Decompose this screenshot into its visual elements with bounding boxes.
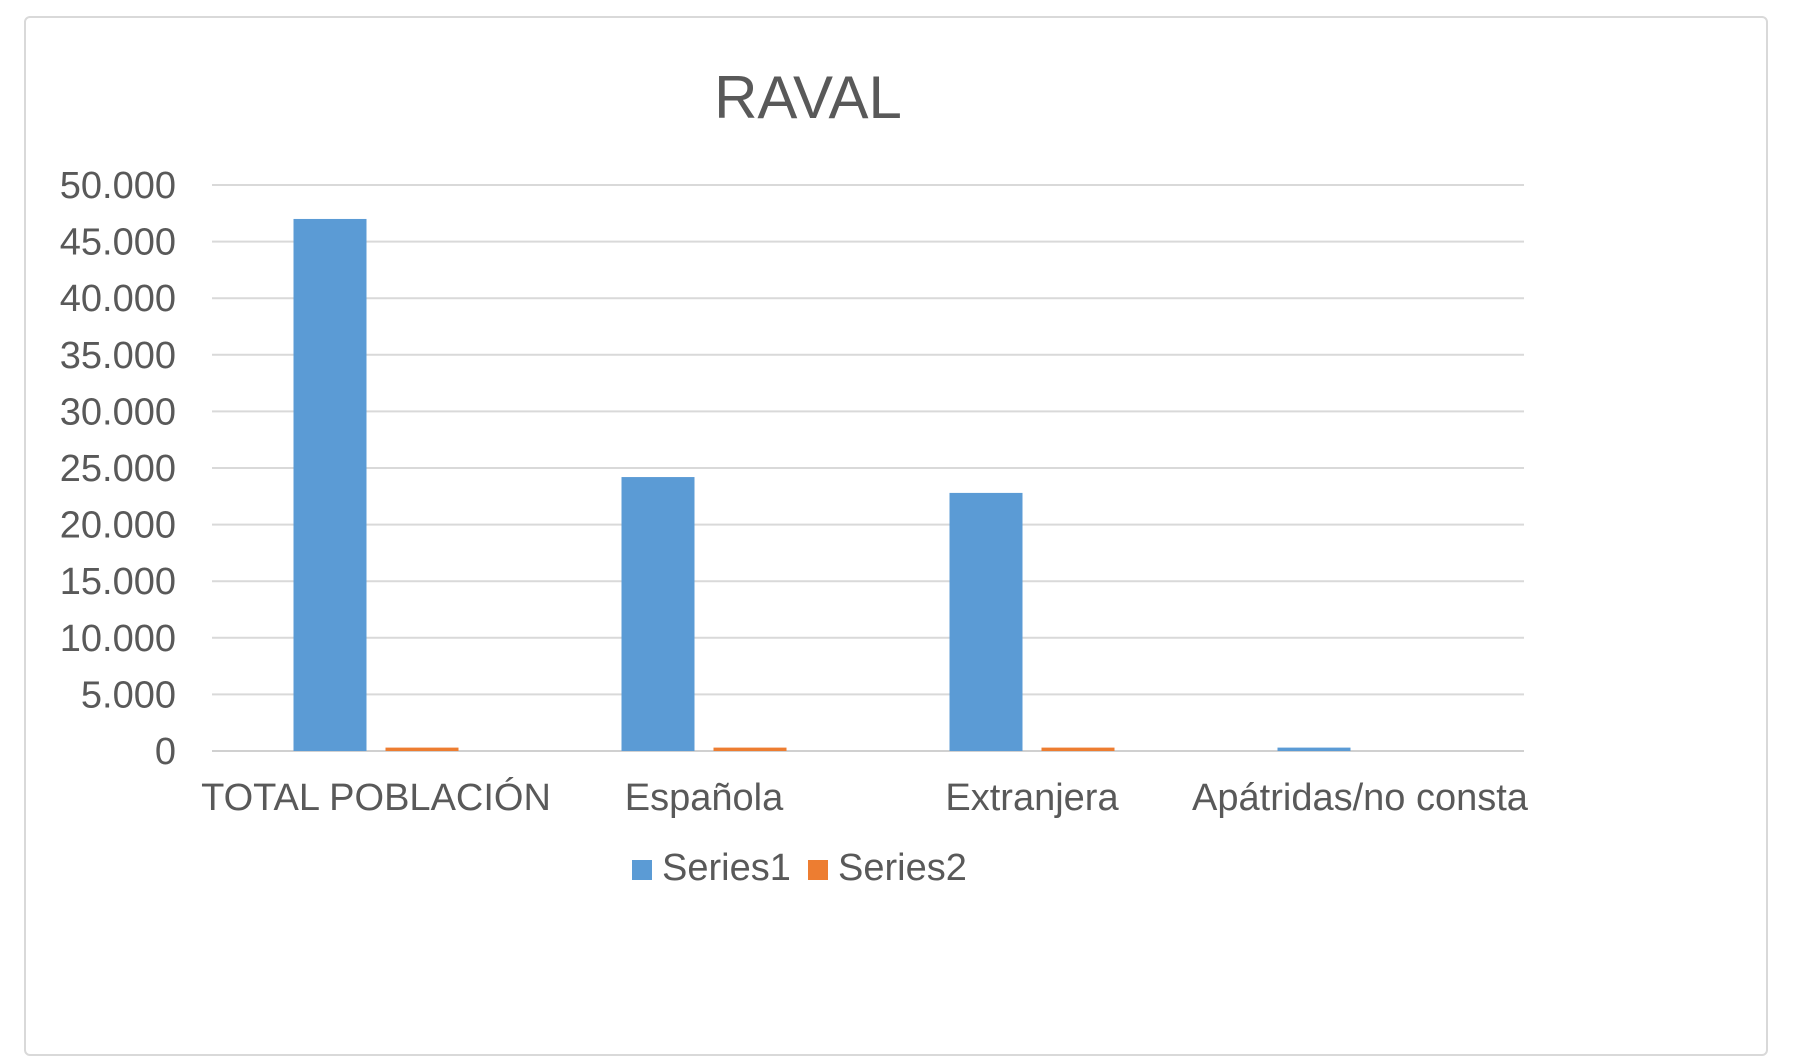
y-tick-label: 20.000 [60, 505, 176, 547]
y-tick-label: 15.000 [60, 561, 176, 603]
legend-swatch-series2 [808, 860, 828, 880]
gridlines [212, 184, 1524, 752]
bars [293, 218, 1351, 751]
legend-label-series2: Series2 [838, 847, 967, 889]
y-tick-label: 10.000 [60, 618, 176, 660]
legend-label-series1: Series1 [662, 847, 791, 889]
y-axis-tick-labels: 0 5.000 10.000 15.000 20.000 25.000 30.000 35.0… [60, 165, 176, 773]
legend[interactable]: Series1 Series2 [632, 847, 967, 889]
y-tick-label: 25.000 [60, 448, 176, 490]
y-tick-label: 45.000 [60, 222, 176, 264]
bar-series2-1 [713, 747, 787, 751]
x-category-label: Apátridas/no consta [1192, 777, 1529, 819]
legend-swatch-series1 [632, 860, 652, 880]
bar-series2-0 [385, 747, 459, 751]
bar-series1-1 [621, 477, 695, 751]
chart-area[interactable]: RAVAL 0 5.000 10.000 15.000 20.000 25.000 30.0… [24, 16, 1768, 1056]
x-category-label: TOTAL POBLACIÓN [201, 776, 551, 819]
y-tick-label: 50.000 [60, 165, 176, 207]
chart-canvas: RAVAL 0 5.000 10.000 15.000 20.000 25.000 30.0… [60, 64, 1529, 889]
x-category-label: Extranjera [945, 777, 1119, 819]
y-tick-label: 40.000 [60, 278, 176, 320]
y-tick-label: 0 [155, 731, 176, 773]
y-tick-label: 35.000 [60, 335, 176, 377]
y-tick-label: 30.000 [60, 391, 176, 433]
x-axis-category-labels: TOTAL POBLACIÓN Española Extranjera Apátrid… [201, 776, 1529, 819]
bar-series2-2 [1041, 747, 1115, 751]
y-tick-label: 5.000 [81, 674, 176, 716]
bar-series1-0 [293, 218, 367, 751]
chart-title: RAVAL [714, 64, 902, 131]
bar-series1-2 [949, 492, 1023, 751]
bar-series1-3 [1277, 747, 1351, 751]
x-category-label: Española [625, 777, 784, 819]
